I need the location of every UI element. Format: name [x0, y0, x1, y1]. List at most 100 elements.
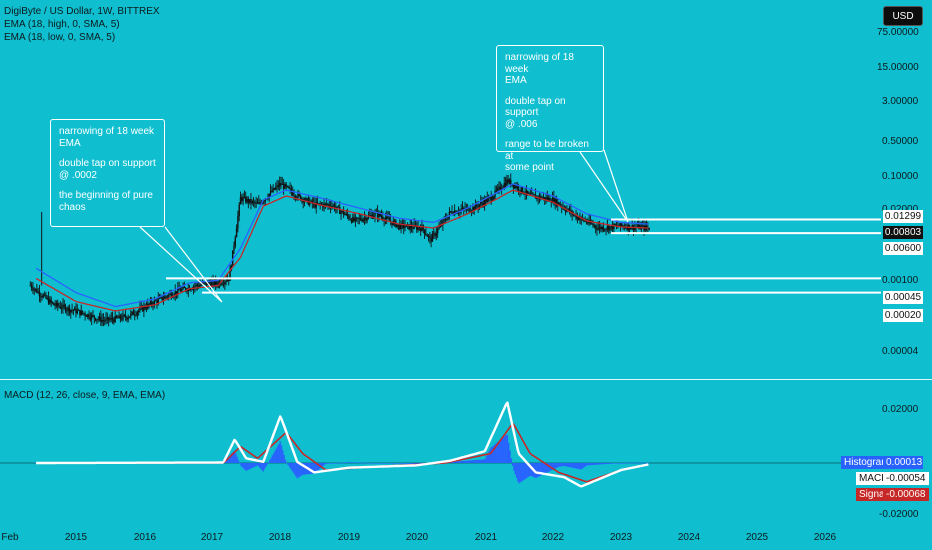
candle-body: [342, 211, 345, 215]
candle-body: [97, 319, 99, 320]
x-axis-label: 2021: [474, 532, 498, 543]
candle-body: [88, 314, 90, 319]
candle-body: [84, 313, 86, 316]
histogram-bar: [344, 462, 347, 463]
histogram-bar: [624, 462, 626, 464]
candle-body: [216, 280, 218, 284]
histogram-bar: [464, 460, 467, 463]
histogram-bar: [395, 463, 398, 464]
candle-body: [314, 203, 316, 208]
histogram-bar: [397, 463, 399, 464]
candle-body: [626, 227, 628, 230]
histogram-bar: [244, 463, 246, 470]
candle-body: [299, 195, 302, 201]
candle-body: [512, 184, 515, 188]
histogram-bar: [35, 463, 37, 464]
candle-body: [139, 307, 141, 311]
histogram-bar: [643, 462, 646, 464]
candle-body: [596, 228, 598, 230]
price-tick: 0.50000: [882, 136, 919, 147]
histogram-bar: [340, 462, 343, 464]
candle-body: [278, 183, 281, 187]
candle-body: [564, 209, 567, 212]
candle-body: [75, 308, 77, 314]
candle-body: [333, 205, 336, 210]
candle-body: [277, 185, 280, 187]
candle-body: [558, 202, 560, 206]
candle-body: [438, 227, 440, 230]
candle-body: [186, 290, 188, 292]
candle-body: [143, 306, 145, 312]
histogram-bar: [322, 463, 325, 466]
histogram-bar: [265, 463, 267, 467]
candle-body: [49, 299, 51, 304]
candle-body: [201, 282, 204, 285]
histogram-bar: [350, 462, 352, 463]
histogram-bar: [250, 463, 253, 469]
candle-body: [593, 225, 596, 227]
histogram-bar: [263, 463, 266, 470]
candle-body: [284, 184, 286, 189]
histogram-bar: [526, 463, 528, 478]
candle-body: [58, 305, 60, 307]
candle-body: [269, 191, 272, 195]
candle-body: [359, 218, 362, 220]
histogram-bar: [455, 461, 458, 463]
candle-body: [135, 315, 137, 316]
histogram-bar: [271, 455, 274, 463]
candle-body: [451, 211, 453, 214]
histogram-bar: [633, 462, 635, 464]
histogram-bar: [637, 462, 639, 464]
candle-body: [110, 318, 112, 320]
histogram-bar: [552, 463, 554, 470]
candle-body: [303, 200, 306, 203]
candle-body: [600, 226, 602, 230]
histogram-bar: [304, 463, 306, 475]
x-axis-label: 2024: [677, 532, 701, 543]
histogram-bar: [574, 463, 577, 469]
histogram-bar: [412, 463, 415, 464]
candle-body: [353, 217, 355, 221]
histogram-bar: [521, 463, 523, 482]
histogram-bar: [256, 463, 258, 466]
candle-body: [118, 315, 120, 319]
candle-body: [614, 224, 616, 226]
candle-body: [352, 217, 354, 223]
candle-body: [529, 193, 532, 195]
candle-body: [298, 194, 300, 196]
candle-body: [594, 225, 597, 229]
candle-body: [32, 288, 34, 291]
histogram-bar: [321, 463, 323, 467]
signal-value-label: -0.00068: [883, 488, 929, 501]
candle-body: [545, 197, 547, 200]
histogram-bar: [377, 463, 379, 464]
candle-body: [425, 234, 427, 236]
histogram-bar: [517, 463, 519, 482]
support-label-lower: 0.00020: [883, 309, 923, 322]
candle-body: [358, 218, 361, 220]
candle-body: [525, 190, 528, 195]
histogram-bar: [555, 463, 557, 469]
candle-body: [217, 283, 220, 285]
histogram-bar: [608, 463, 610, 464]
candle-body: [272, 188, 274, 192]
histogram-bar: [645, 462, 647, 464]
histogram-bar: [540, 463, 543, 476]
histogram-bar: [361, 462, 364, 464]
candle-body: [194, 286, 196, 288]
histogram-bar: [287, 463, 289, 466]
histogram-bar: [267, 462, 270, 463]
candle-body: [59, 306, 62, 309]
histogram-bar: [317, 463, 319, 471]
candle-body: [584, 220, 586, 222]
candle-body: [430, 237, 432, 242]
candle-body: [592, 223, 594, 226]
x-axis-label: 2025: [745, 532, 769, 543]
histogram-bar: [477, 459, 480, 463]
histogram-bar: [387, 463, 390, 464]
histogram-bar: [565, 463, 567, 467]
candle-body: [503, 183, 505, 188]
candle-body: [568, 209, 571, 213]
candle-body: [237, 215, 239, 229]
currency-button[interactable]: USD: [883, 6, 923, 26]
